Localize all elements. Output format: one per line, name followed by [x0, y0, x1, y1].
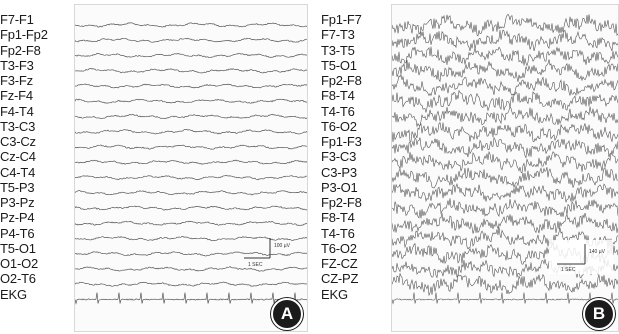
- eeg-trace-line: [392, 46, 618, 67]
- eeg-trace-line: [75, 292, 307, 305]
- eeg-trace-line: [75, 251, 307, 257]
- eeg-trace-line: [392, 13, 618, 37]
- channel-label: T5-P3: [0, 179, 35, 195]
- eeg-trace-line: [392, 212, 618, 234]
- eeg-trace-line: [75, 129, 307, 135]
- channel-label: Fz-F4: [0, 88, 33, 104]
- eeg-trace-line: [392, 122, 618, 143]
- channel-label: T4-T6: [321, 225, 355, 241]
- eeg-trace-line: [75, 159, 307, 165]
- channel-label: Fp1-Fp2: [0, 27, 48, 43]
- panel-badge-a: A: [271, 298, 303, 330]
- eeg-trace-line: [392, 182, 618, 203]
- eeg-trace-line: [75, 68, 307, 74]
- eeg-trace-line: [392, 136, 618, 159]
- eeg-trace-line: [75, 114, 307, 120]
- eeg-trace-line: [75, 174, 307, 181]
- eeg-trace-line: [75, 281, 307, 287]
- eeg-trace-line: [392, 198, 618, 219]
- eeg-panel-b: Fp1-F7 F7-T3 T3-T5 T5-O1 Fp2-F8 F8-T4 T4-T6 T6-…: [313, 0, 619, 334]
- channel-label: T4-T6: [321, 103, 355, 119]
- eeg-trace-line: [75, 144, 307, 150]
- channel-label: Cz-C4: [0, 149, 36, 165]
- eeg-trace-line: [75, 22, 307, 28]
- channel-label: T6-O2: [321, 240, 357, 256]
- panel-badge-b: B: [583, 298, 615, 330]
- channel-label: O2-T6: [0, 271, 36, 287]
- eeg-trace-line: [392, 241, 618, 265]
- channel-label: Fp1-F7: [321, 12, 362, 27]
- eeg-trace-line: [392, 89, 618, 113]
- eeg-trace-line: [392, 59, 618, 83]
- eeg-trace-line: [75, 220, 307, 226]
- eeg-trace-line: [392, 29, 618, 52]
- eeg-trace-line: [392, 273, 618, 297]
- eeg-trace-line: [75, 52, 307, 59]
- channel-label: T5-O1: [0, 240, 36, 256]
- eeg-trace-line: [392, 259, 618, 279]
- eeg-panel-a: F7-F1 Fp1-Fp2 Fp2-F8 T3-F3 F3-Fz Fz-F4 F4-T4 T3…: [0, 0, 309, 334]
- channel-label: P3-O1: [321, 179, 358, 195]
- eeg-trace-area-a: [74, 4, 308, 332]
- channel-label: Fp1-F3: [321, 134, 362, 149]
- channel-label: C3-Cz: [0, 134, 36, 149]
- channel-label: C3-P3: [321, 164, 357, 180]
- channel-label: T5-O1: [321, 57, 357, 73]
- eeg-traces-b: [392, 13, 618, 305]
- channel-label: Pz-P4: [0, 210, 35, 226]
- channel-label: Fp2-F8: [321, 195, 362, 210]
- channel-labels-b: Fp1-F7 F7-T3 T3-T5 T5-O1 Fp2-F8 F8-T4 T4-T6 T6-…: [321, 12, 393, 302]
- channel-label: C4-T4: [0, 164, 36, 180]
- eeg-trace-line: [75, 205, 307, 211]
- channel-label: F3-C3: [321, 149, 357, 165]
- channel-label: T3-F3: [0, 57, 34, 73]
- eeg-trace-area-b: [391, 4, 619, 332]
- channel-label: CZ-PZ: [321, 271, 359, 287]
- channel-label: Fp2-F8: [321, 73, 362, 88]
- channel-label: O1-O2: [0, 256, 39, 271]
- eeg-trace-line: [75, 266, 307, 272]
- channel-label: F3-Fz: [0, 73, 33, 88]
- channel-label: P3-Pz: [0, 195, 35, 210]
- channel-label: EKG: [0, 286, 27, 302]
- eeg-trace-line: [75, 37, 307, 43]
- eeg-trace-line: [75, 83, 307, 89]
- channel-label: F8-T4: [321, 210, 355, 226]
- channel-label: F8-T4: [321, 88, 355, 104]
- channel-label: T6-O2: [321, 118, 357, 134]
- channel-label: FZ-CZ: [321, 256, 358, 271]
- channel-label: P4-T6: [0, 225, 35, 241]
- channel-label: EKG: [321, 286, 348, 302]
- channel-label: Fp2-F8: [0, 42, 41, 58]
- eeg-trace-line: [392, 167, 618, 189]
- eeg-trace-line: [392, 106, 618, 128]
- channel-label: T3-T5: [321, 42, 355, 58]
- channel-label: F7-T3: [321, 27, 355, 43]
- eeg-trace-line: [392, 292, 618, 305]
- eeg-traces-a: [75, 22, 307, 305]
- eeg-trace-line: [392, 150, 618, 174]
- channel-label: F7-F1: [0, 12, 34, 27]
- eeg-trace-line: [392, 227, 618, 250]
- channel-label: F4-T4: [0, 103, 34, 119]
- channel-label: T3-C3: [0, 118, 36, 134]
- eeg-trace-line: [75, 190, 307, 196]
- eeg-trace-line: [75, 98, 307, 104]
- eeg-trace-line: [75, 235, 307, 242]
- channel-labels-a: F7-F1 Fp1-Fp2 Fp2-F8 T3-F3 F3-Fz Fz-F4 F4-T4 T3…: [0, 12, 74, 302]
- eeg-trace-line: [392, 73, 618, 97]
